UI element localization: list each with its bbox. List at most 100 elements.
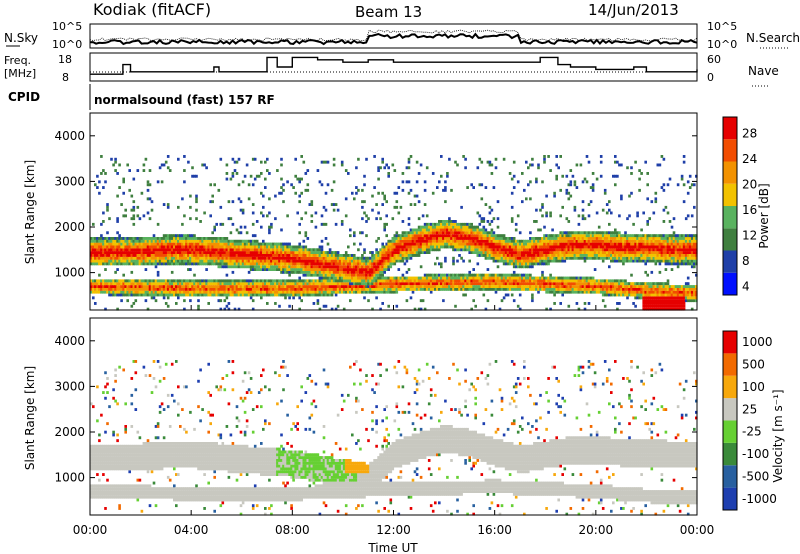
power-cell — [223, 282, 227, 286]
power-cell — [166, 242, 170, 246]
power-cell — [409, 239, 413, 243]
power-cell — [425, 242, 429, 246]
power-cell — [595, 177, 599, 181]
power-cell — [150, 279, 154, 283]
power-cell — [338, 285, 342, 288]
power-cell — [251, 285, 255, 288]
power-cell — [369, 262, 372, 266]
power-cell — [448, 279, 451, 283]
power-cell — [322, 262, 326, 266]
power-cell — [260, 251, 263, 254]
power-cell — [510, 191, 514, 195]
power-cell — [177, 285, 180, 288]
power-cell — [373, 268, 376, 271]
power-cell — [284, 245, 287, 249]
power-cell — [415, 276, 419, 280]
power-cell — [306, 287, 310, 291]
power-cell — [300, 285, 303, 288]
power-cell — [296, 287, 299, 291]
power-cell — [344, 265, 348, 269]
power-cell — [110, 254, 113, 257]
power-cell — [94, 183, 97, 187]
power-cell — [221, 256, 225, 260]
power-cell — [306, 282, 310, 286]
power-cell — [245, 279, 249, 283]
power-cell — [442, 237, 445, 240]
power-cell — [280, 228, 283, 232]
power-cell — [347, 287, 350, 291]
power-cell — [276, 254, 279, 257]
power-cell — [397, 251, 401, 254]
power-cell — [320, 282, 324, 286]
power-cell — [314, 265, 318, 269]
power-cell — [164, 285, 168, 288]
power-cell — [223, 279, 227, 283]
power-cell — [458, 239, 461, 243]
power-cell — [164, 245, 168, 249]
power-cell — [444, 242, 447, 246]
power-cell — [326, 270, 330, 274]
power-cell — [383, 228, 386, 232]
power-cell — [118, 248, 121, 252]
power-cell — [381, 245, 384, 249]
power-cell — [405, 259, 409, 263]
power-cell — [114, 239, 117, 243]
power-cell — [185, 262, 188, 266]
power-cell — [239, 282, 243, 286]
power-cell — [537, 290, 540, 294]
power-cell — [278, 254, 281, 257]
power-cell — [375, 287, 378, 291]
power-cell — [231, 200, 235, 204]
power-cell — [395, 290, 399, 294]
power-cell — [488, 222, 492, 226]
power-cell — [284, 254, 287, 257]
power-cell — [191, 279, 194, 283]
power-cell — [423, 234, 427, 238]
power-cell — [399, 259, 403, 263]
power-cell — [229, 287, 233, 291]
power-cell — [338, 287, 342, 291]
power-cell — [342, 273, 346, 277]
power-cell — [436, 231, 439, 235]
power-cell — [207, 279, 210, 283]
power-cell — [268, 254, 271, 257]
power-cell — [160, 259, 164, 263]
power-cell — [290, 265, 293, 269]
power-cell — [367, 268, 370, 271]
power-cell — [334, 270, 338, 274]
power-cell — [494, 166, 498, 170]
power-cell — [124, 259, 127, 263]
power-cell — [359, 273, 362, 277]
power-cell — [409, 242, 413, 246]
power-cell — [255, 239, 259, 243]
power-cell — [302, 256, 306, 260]
power-cell — [132, 282, 136, 286]
power-cell — [126, 248, 129, 252]
power-cell — [124, 262, 127, 266]
nsky-tick-high: 10^5 — [52, 20, 82, 33]
power-cell — [100, 279, 103, 283]
power-cell — [253, 254, 257, 257]
power-cell — [90, 242, 93, 246]
power-cell — [332, 290, 336, 294]
power-cell — [247, 270, 251, 274]
power-cell — [419, 231, 423, 235]
power-cell — [272, 262, 275, 266]
power-cell — [197, 282, 200, 286]
power-cell — [282, 248, 285, 252]
power-cell — [268, 287, 271, 291]
power-cell — [168, 287, 172, 291]
power-cell — [413, 285, 417, 288]
power-cell — [334, 282, 338, 286]
power-cell — [322, 290, 326, 294]
power-cell — [156, 248, 160, 252]
power-cell — [302, 248, 306, 252]
power-cell — [146, 239, 150, 243]
power-cell — [110, 279, 113, 283]
power-cell — [183, 239, 186, 243]
power-cell — [225, 287, 229, 291]
power-cell — [249, 293, 253, 297]
power-cell — [112, 251, 115, 254]
power-cell — [460, 285, 463, 288]
power-cell — [219, 299, 223, 303]
